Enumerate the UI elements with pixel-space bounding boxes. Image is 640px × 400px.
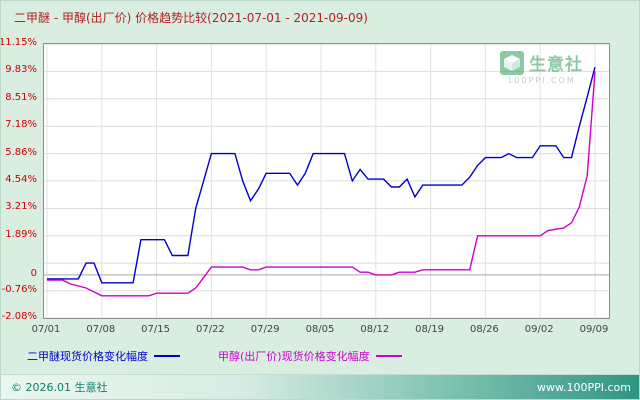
- x-axis: 07/01 07/08 07/15 07/22 07/29 08/05 08/12 08/19…: [32, 324, 610, 338]
- y-tick-label: 5.86%: [5, 146, 37, 158]
- legend-line-sample: [154, 355, 180, 357]
- chart-canvas: [44, 44, 609, 318]
- legend-label: 二甲醚现货价格变化幅度: [27, 350, 148, 363]
- x-tick-label: 08/05: [305, 324, 335, 335]
- x-tick-label: 08/12: [360, 324, 390, 335]
- legend: 二甲醚现货价格变化幅度 甲醇(出厂价)现货价格变化幅度: [1, 348, 639, 364]
- x-tick-label: 08/19: [415, 324, 444, 335]
- y-axis: 11.15% 9.83% 8.51% 7.18% 5.86% 4.54% 3.21% 1.89…: [1, 37, 40, 322]
- footer-copyright: © 2026.01 生意社: [11, 381, 108, 394]
- x-tick-label: 07/22: [195, 324, 225, 335]
- legend-line-sample: [375, 355, 402, 357]
- x-tick-label: 09/09: [579, 324, 609, 335]
- y-tick-label: 11.15%: [0, 37, 37, 49]
- y-tick-label: 7.18%: [5, 119, 37, 131]
- x-tick-label: 09/02: [524, 324, 554, 335]
- x-tick-label: 07/01: [31, 324, 61, 335]
- watermark-domain: 100PPI.COM: [507, 76, 576, 85]
- footer: © 2026.01 生意社 www.100PPI.com: [1, 374, 639, 399]
- page-title: 二甲醚 - 甲醇(出厂价) 价格趋势比较(2021-07-01 - 2021-0…: [14, 11, 368, 25]
- footer-site-link[interactable]: www.100PPI.com: [537, 380, 631, 394]
- series-line-1: [47, 71, 596, 297]
- watermark-header: 生意社: [500, 50, 583, 75]
- x-tick-label: 08/26: [469, 324, 499, 335]
- y-tick-label: 0: [30, 267, 37, 279]
- legend-item: 二甲醚现货价格变化幅度: [27, 348, 180, 364]
- x-tick-label: 07/08: [86, 324, 116, 335]
- plot-area: 生意社 100PPI.COM: [43, 43, 610, 319]
- x-tick-label: 07/29: [250, 324, 280, 335]
- y-tick-label: 1.89%: [5, 228, 37, 240]
- series-line-0: [47, 66, 596, 284]
- y-tick-label: -0.76%: [1, 283, 37, 295]
- watermark-brand: 生意社: [529, 55, 583, 75]
- watermark: 生意社 100PPI.COM: [500, 50, 583, 85]
- y-tick-label: 3.21%: [5, 201, 37, 213]
- y-tick-label: 4.54%: [5, 173, 37, 185]
- y-tick-label: 8.51%: [5, 91, 37, 103]
- y-tick-label: 9.83%: [5, 64, 37, 76]
- x-tick-label: 07/15: [141, 324, 170, 335]
- 100ppi-logo-icon: [500, 50, 524, 75]
- legend-item: 甲醇(出厂价)现货价格变化幅度: [218, 348, 402, 364]
- legend-label: 甲醇(出厂价)现货价格变化幅度: [218, 350, 370, 363]
- y-tick-label: -2.08%: [1, 311, 37, 322]
